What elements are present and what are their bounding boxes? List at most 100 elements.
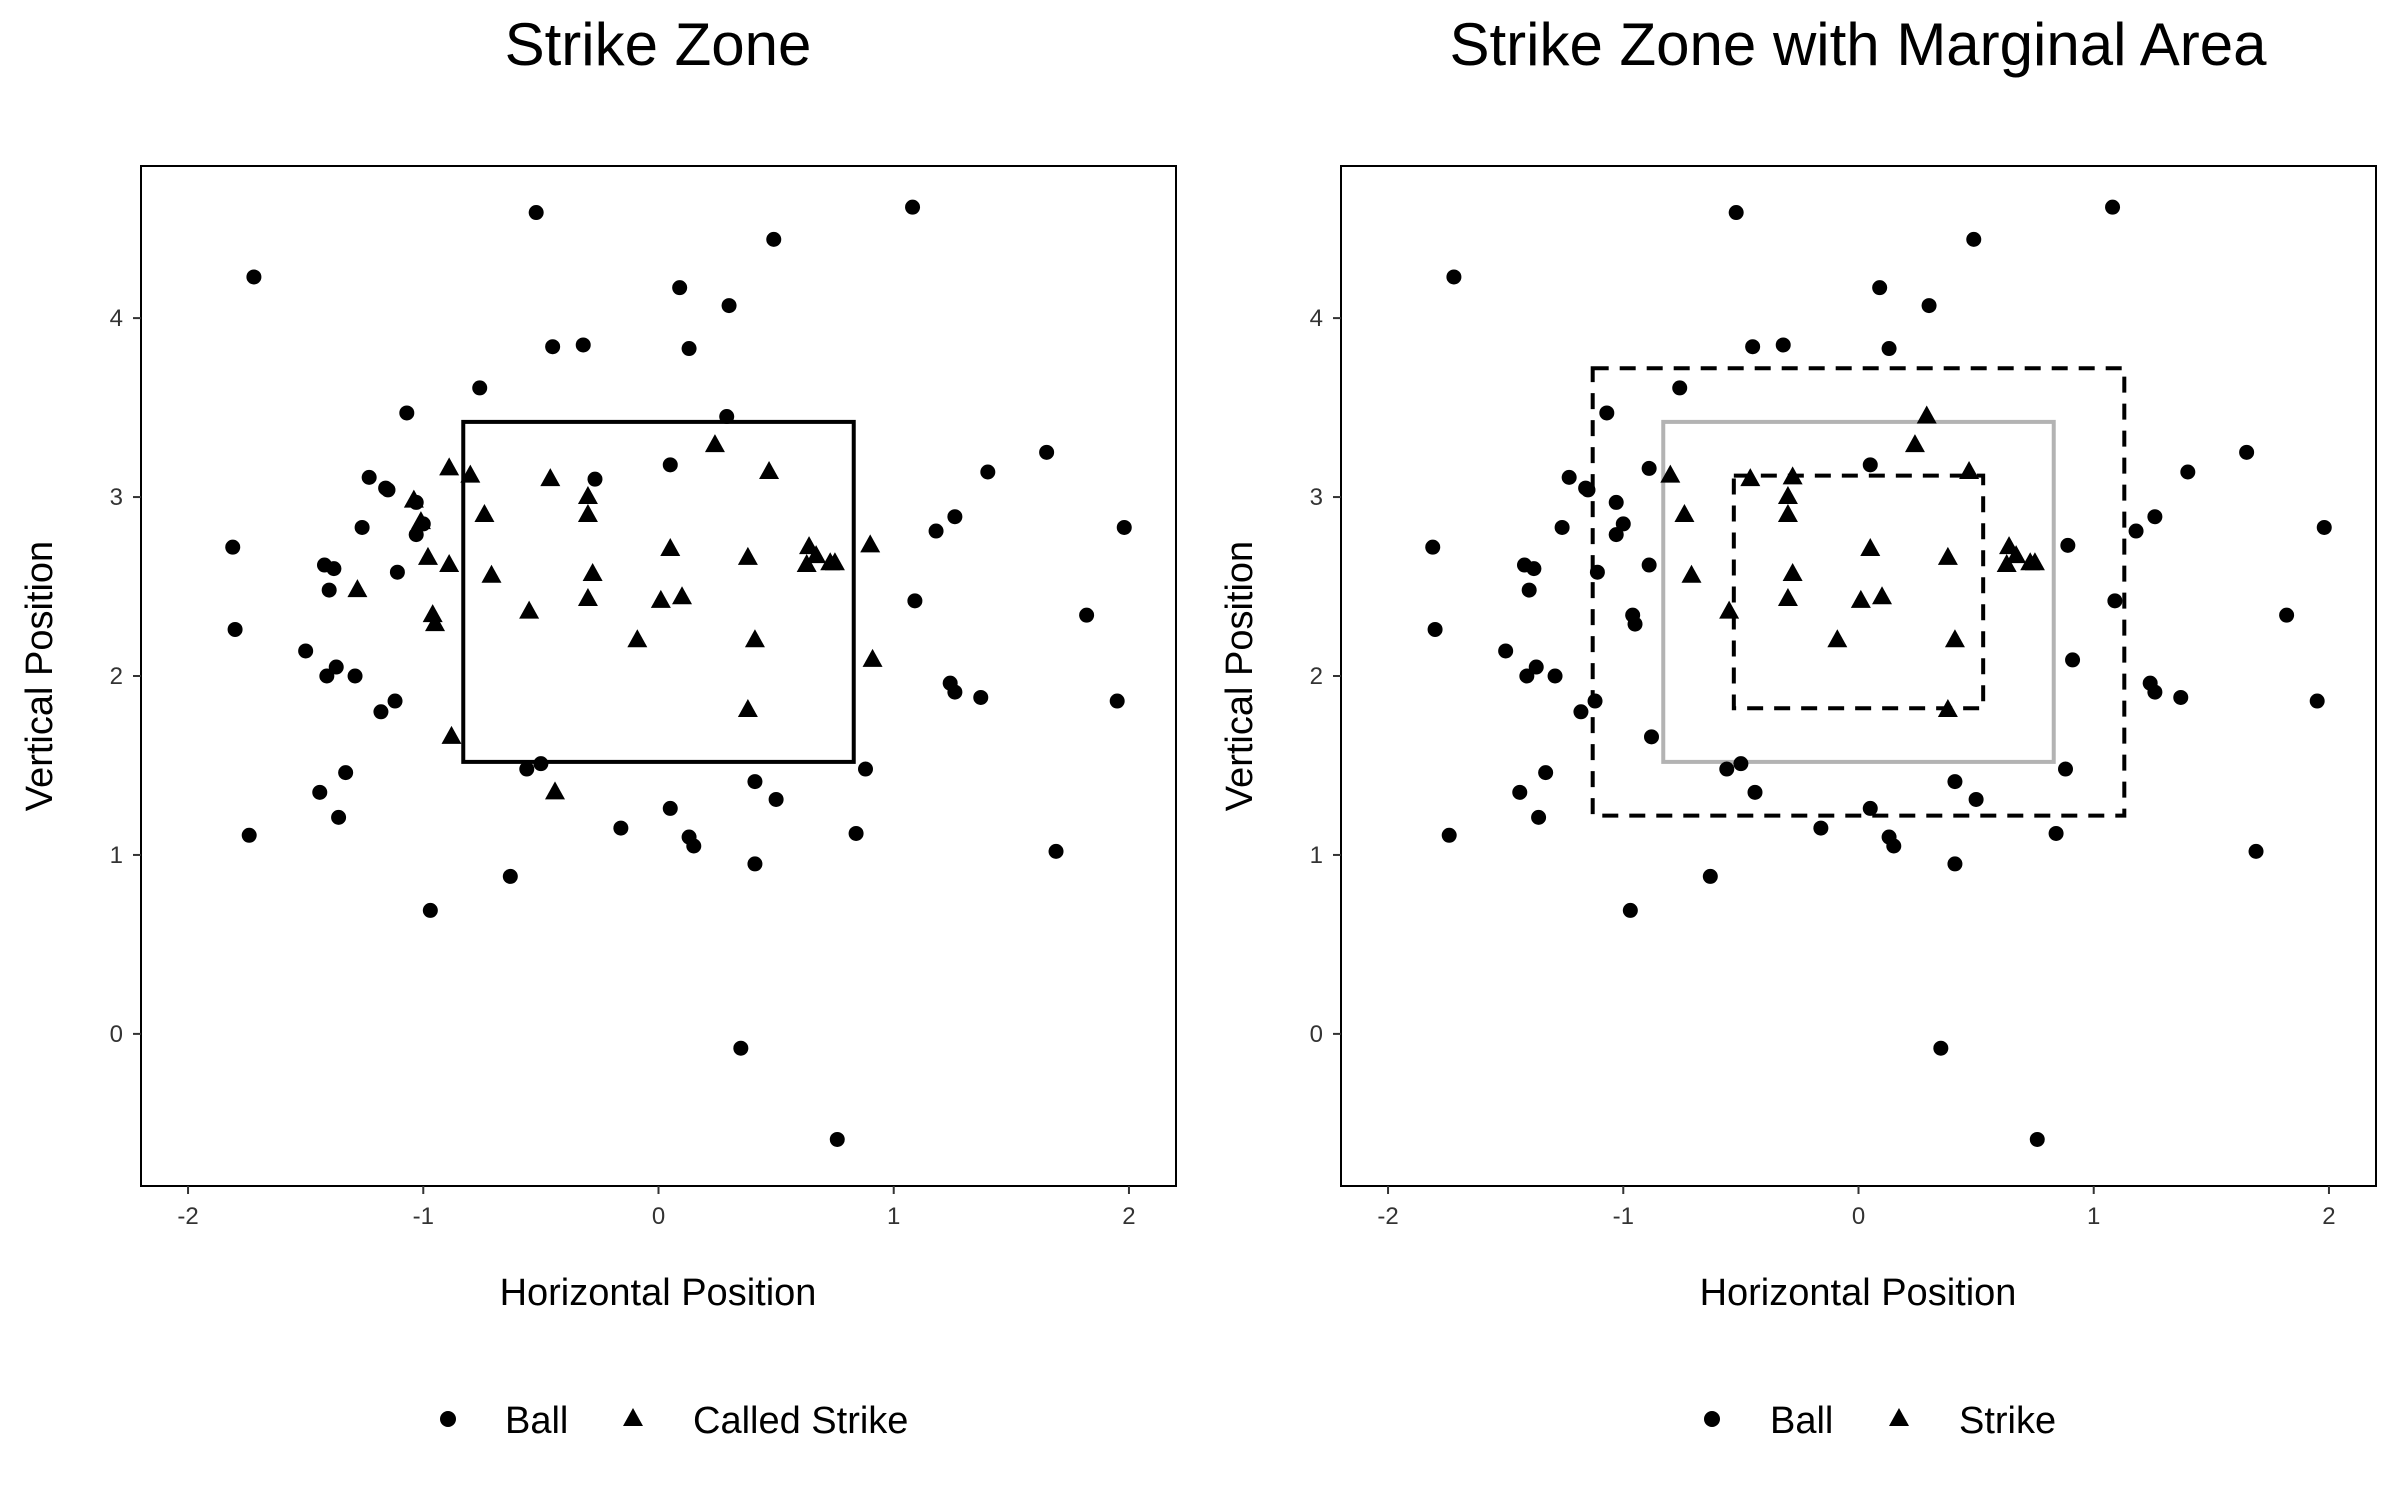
ball-point	[1863, 801, 1878, 816]
ball-point	[1729, 205, 1744, 220]
ball-point	[1628, 617, 1643, 632]
ball-point	[769, 792, 784, 807]
ball-point	[1425, 540, 1440, 555]
ball-point	[1588, 694, 1603, 709]
ball-point	[1886, 839, 1901, 854]
ball-point	[858, 762, 873, 777]
ball-point	[980, 465, 995, 480]
ball-point	[1969, 792, 1984, 807]
ball-point	[322, 583, 337, 598]
ball-point	[1599, 405, 1614, 420]
legend-strike-label-2: Strike	[1959, 1400, 2056, 1442]
ball-point	[907, 593, 922, 608]
ball-point	[1110, 694, 1125, 709]
ball-point	[225, 540, 240, 555]
ball-point	[1776, 337, 1791, 352]
ball-point	[1531, 810, 1546, 825]
ball-point	[519, 762, 534, 777]
ball-point	[1039, 445, 1054, 460]
ball-point	[576, 337, 591, 352]
ball-point	[246, 269, 261, 284]
x-tick-label: 1	[887, 1203, 900, 1230]
y-tick-label: 1	[1310, 842, 1323, 869]
y-tick-label: 4	[110, 305, 123, 332]
chart-panel-1: Strike Zone -2 -1 0 1 201234 Horizontal Posi…	[19, 11, 1176, 1442]
plot-area-2	[1341, 166, 2376, 1186]
y-tick-label: 3	[110, 484, 123, 511]
ball-point	[1573, 704, 1588, 719]
ball-point	[1526, 561, 1541, 576]
ball-point	[355, 520, 370, 535]
ball-point	[1719, 762, 1734, 777]
ball-point	[388, 694, 403, 709]
ball-point	[1644, 729, 1659, 744]
ball-point	[733, 1041, 748, 1056]
ball-point	[2030, 1132, 2045, 1147]
legend-strike-marker-2	[1889, 1408, 1909, 1426]
legend-2: Ball Strike	[1704, 1400, 2056, 1442]
ball-point	[338, 765, 353, 780]
chart-title-2: Strike Zone with Marginal Area	[1449, 11, 2267, 78]
ball-point	[747, 774, 762, 789]
ball-point	[719, 409, 734, 424]
chart-title-1: Strike Zone	[505, 11, 812, 78]
ball-point	[1529, 660, 1544, 675]
ball-point	[1049, 844, 1064, 859]
ball-point	[348, 669, 363, 684]
ball-point	[1498, 643, 1513, 658]
ball-point	[545, 339, 560, 354]
ball-point	[1863, 457, 1878, 472]
ball-point	[1117, 520, 1132, 535]
legend-strike-marker-1	[623, 1408, 643, 1426]
ball-point	[2239, 445, 2254, 460]
y-tick-label: 2	[110, 663, 123, 690]
legend-ball-label-2: Ball	[1770, 1400, 1833, 1442]
ball-point	[672, 280, 687, 295]
x-axis-title-2: Horizontal Position	[1700, 1272, 2017, 1314]
ball-point	[947, 685, 962, 700]
ball-point	[686, 839, 701, 854]
ball-point	[1642, 461, 1657, 476]
ball-point	[362, 470, 377, 485]
ball-point	[1642, 558, 1657, 573]
ball-point	[1590, 565, 1605, 580]
ball-point	[1616, 516, 1631, 531]
ball-point	[1580, 482, 1595, 497]
x-tick-label: 1	[2087, 1203, 2100, 1230]
ball-point	[1428, 622, 1443, 637]
x-tick-label: -2	[177, 1203, 198, 1230]
ball-point	[1522, 583, 1537, 598]
legend-strike-label-1: Called Strike	[693, 1400, 908, 1442]
ball-point	[1538, 765, 1553, 780]
ball-point	[1947, 774, 1962, 789]
ball-point	[1748, 785, 1763, 800]
ball-point	[1446, 269, 1461, 284]
y-tick-label: 0	[1310, 1021, 1323, 1048]
y-tick-label: 3	[1310, 484, 1323, 511]
ball-point	[2310, 694, 2325, 709]
ball-point	[722, 298, 737, 313]
y-tick-label: 0	[110, 1021, 123, 1048]
ball-point	[2065, 652, 2080, 667]
ball-point	[2173, 690, 2188, 705]
ball-point	[1623, 903, 1638, 918]
ball-point	[2129, 524, 2144, 539]
ball-point	[1922, 298, 1937, 313]
ball-point	[529, 205, 544, 220]
legend-ball-marker-2	[1704, 1411, 1720, 1427]
ball-point	[312, 785, 327, 800]
ball-point	[1672, 380, 1687, 395]
ball-point	[663, 457, 678, 472]
ball-point	[766, 232, 781, 247]
x-tick-label: 0	[652, 1203, 665, 1230]
ball-point	[1609, 495, 1624, 510]
x-tick-label: -2	[1377, 1203, 1398, 1230]
x-tick-label: -1	[1613, 1203, 1634, 1230]
ball-point	[503, 869, 518, 884]
ball-point	[2058, 762, 2073, 777]
chart-panel-2: Strike Zone with Marginal Area -2 -1 0 1 2 0 1…	[1219, 11, 2376, 1442]
y-axis-title-2: Vertical Position	[1219, 541, 1261, 811]
ball-point	[613, 821, 628, 836]
ball-point	[682, 341, 697, 356]
